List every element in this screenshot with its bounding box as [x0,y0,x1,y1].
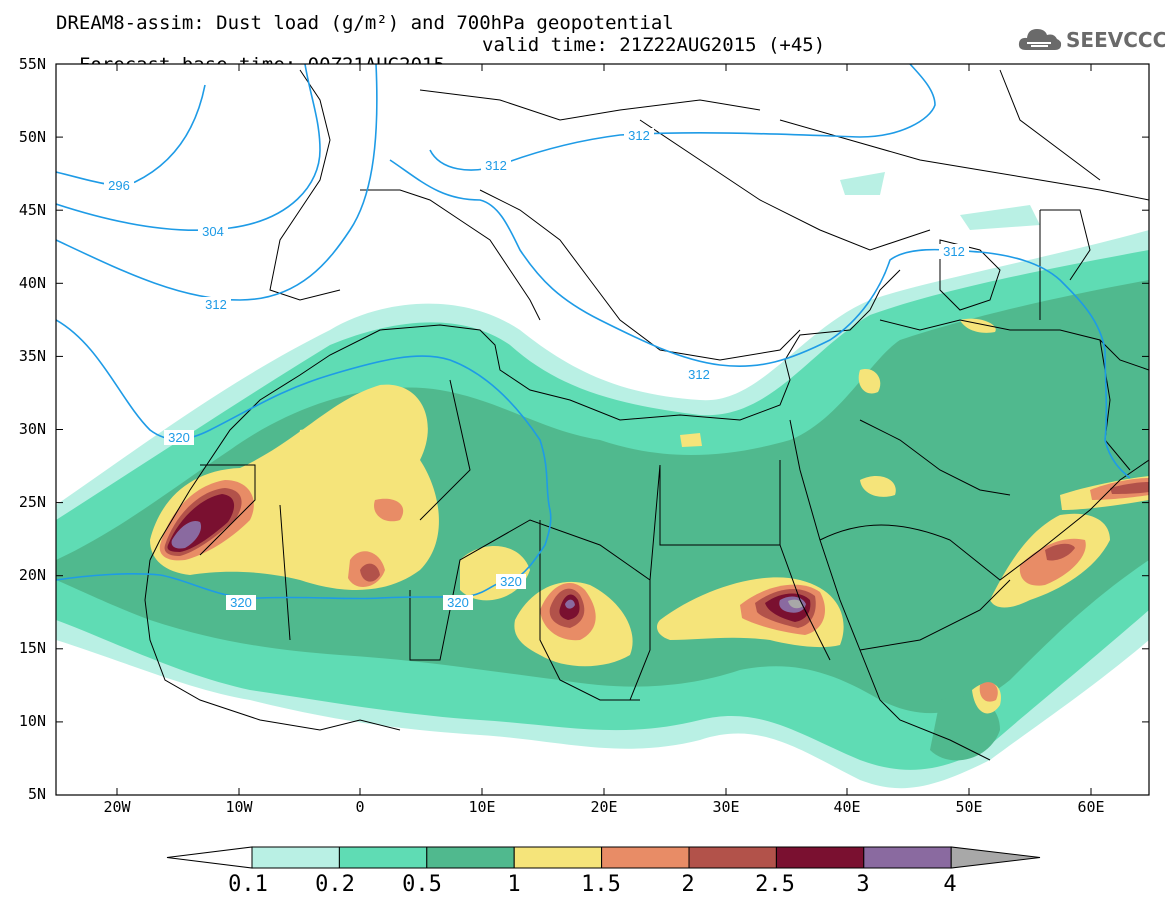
plot-area: 296 304 312 312 312 312 312 320 320 320 … [56,64,1149,795]
lon-label-40e: 40E [833,798,861,816]
colorbar-label-3: 3 [856,872,870,897]
lon-label-20w: 20W [103,798,131,816]
contour-label-312-e: 312 [688,367,710,382]
colorbar-label-1: 1 [507,872,521,897]
contour-label-320-d: 320 [500,574,522,589]
contour-label-320-a: 320 [168,430,190,445]
lat-label-55n: 55N [18,55,46,73]
map-title: DREAM8-assim: Dust load (g/m²) and 700hP… [56,12,674,34]
lat-label-30n: 30N [18,420,46,438]
lat-label-20n: 20N [18,566,46,584]
lon-label-10w: 10W [225,798,253,816]
lon-label-60e: 60E [1077,798,1105,816]
colorbar-label-2.5: 2.5 [755,872,795,897]
contour-label-320-b: 320 [230,595,252,610]
lat-label-25n: 25N [18,493,46,511]
colorbar-label-2: 2 [681,872,695,897]
cloud-icon [1018,29,1062,50]
lat-label-45n: 45N [18,201,46,219]
seevccc-logo: SEEVCCC [1018,26,1165,54]
geopotential-contours [56,64,1131,600]
dust-map: 296 304 312 312 312 312 312 320 320 320 … [55,63,1150,796]
lon-label-10e: 10E [468,798,496,816]
contour-label-304: 304 [202,224,224,239]
contour-label-312-a: 312 [205,297,227,312]
colorbar-label-0.1: 0.1 [228,872,268,897]
dust-level-4 [788,599,803,609]
lat-label-35n: 35N [18,347,46,365]
contour-label-320-c: 320 [447,595,469,610]
colorbar-label-4: 4 [943,872,957,897]
lat-label-5n: 5N [27,785,46,803]
colorbar-label-0.5: 0.5 [402,872,442,897]
contour-label-312-c: 312 [628,128,650,143]
logo-text: SEEVCCC [1066,28,1165,52]
contour-label-296: 296 [108,178,130,193]
contour-labels: 296 304 312 312 312 312 312 320 320 320 … [104,128,969,610]
lon-label-30e: 30E [712,798,740,816]
lat-label-50n: 50N [18,128,46,146]
colorbar-label-0.2: 0.2 [315,872,355,897]
contour-label-312-b: 312 [485,158,507,173]
coastlines-borders [144,69,1149,761]
lon-label-50e: 50E [955,798,983,816]
contour-label-312-d: 312 [943,244,965,259]
axis-ticks [56,63,1149,796]
valid-time: valid time: 21Z22AUG2015 (+45) [482,34,826,56]
colorbar-label-1.5: 1.5 [581,872,621,897]
lat-label-15n: 15N [18,639,46,657]
lon-label-20e: 20E [590,798,618,816]
lon-label-0: 0 [355,798,365,816]
lat-label-40n: 40N [18,274,46,292]
lat-label-10n: 10N [18,712,46,730]
